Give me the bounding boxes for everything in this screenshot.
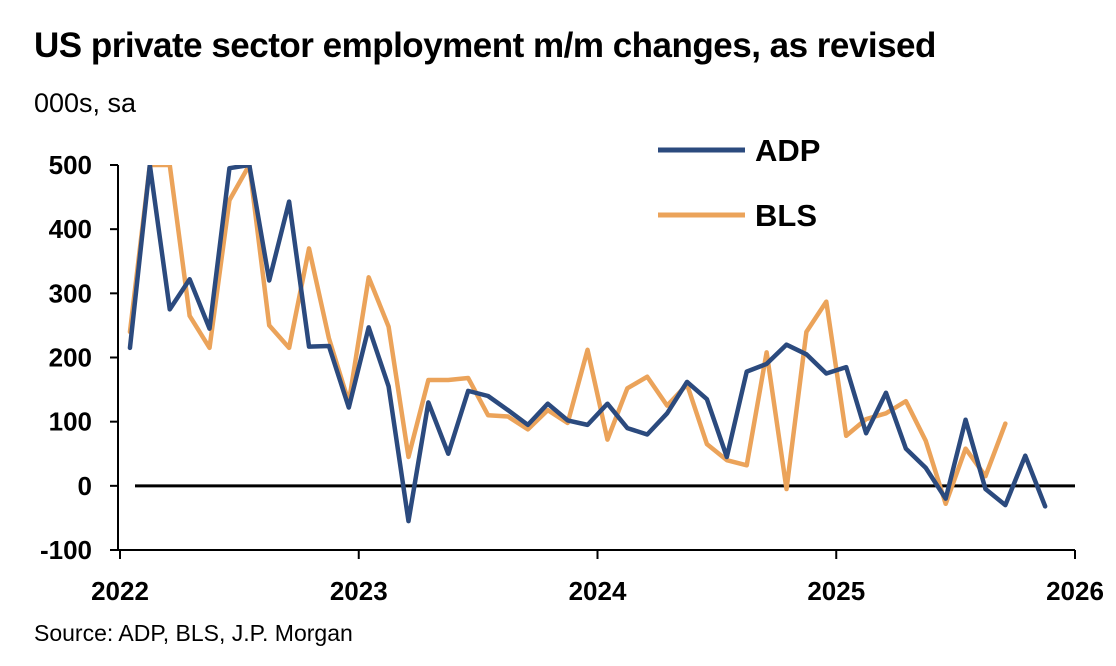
x-tick-label: 2024	[569, 576, 627, 606]
legend-label-adp: ADP	[755, 133, 820, 168]
y-tick-label: -100	[40, 535, 92, 565]
y-tick-label: 500	[49, 150, 92, 180]
chart-axes: 500 400 300 200 100 0 -100 2022 2023 2024 2025 2026	[40, 150, 1104, 606]
x-tick-label: 2026	[1046, 576, 1104, 606]
x-tick-label: 2025	[807, 576, 865, 606]
series-line-bls	[127, 165, 1008, 507]
x-tick-label: 2022	[91, 576, 149, 606]
y-tick-label: 100	[49, 407, 92, 437]
chart-legend: ADP BLS	[658, 133, 820, 233]
chart-source: Source: ADP, BLS, J.P. Morgan	[34, 620, 353, 646]
chart-subtitle-units: 000s, sa	[34, 88, 137, 118]
chart-series	[127, 165, 1048, 524]
y-tick-label: 0	[78, 471, 92, 501]
series-line-adp	[127, 165, 1048, 524]
y-tick-label: 300	[49, 278, 92, 308]
y-tick-label: 400	[49, 214, 92, 244]
y-tick-label: 200	[49, 343, 92, 373]
x-tick-label: 2023	[330, 576, 388, 606]
chart-title: US private sector employment m/m changes…	[34, 26, 936, 65]
legend-label-bls: BLS	[755, 198, 817, 233]
